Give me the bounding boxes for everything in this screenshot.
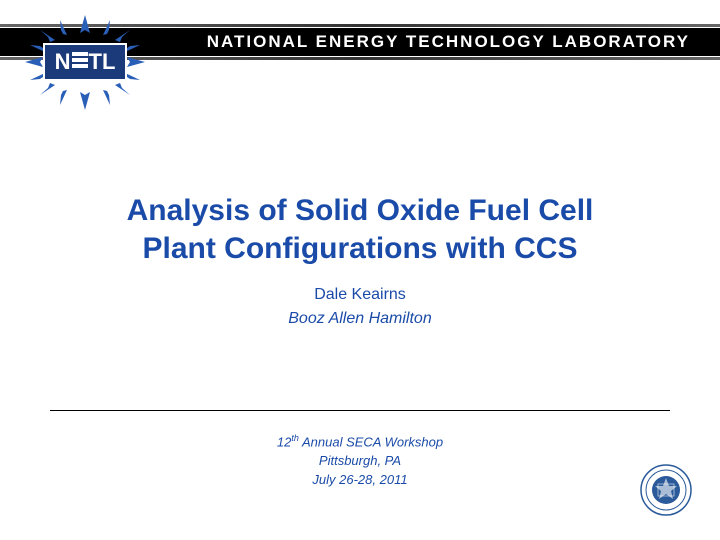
netl-logo-text: N TL xyxy=(55,49,116,75)
netl-tl: TL xyxy=(89,49,116,74)
divider xyxy=(50,410,670,411)
author-organization: Booz Allen Hamilton xyxy=(0,307,720,331)
author-block: Dale Keairns Booz Allen Hamilton xyxy=(0,283,720,331)
netl-logo-box: N TL xyxy=(43,43,127,81)
event-date: July 26-28, 2011 xyxy=(0,471,720,490)
netl-n: N xyxy=(55,49,71,74)
event-ordinal: th xyxy=(291,433,299,443)
netl-e-icon xyxy=(72,51,88,69)
netl-logo: N TL xyxy=(25,15,145,110)
footer-block: 12th Annual SECA Workshop Pittsburgh, PA… xyxy=(0,432,720,490)
event-workshop: Annual SECA Workshop xyxy=(299,434,443,449)
event-number: 12 xyxy=(277,434,291,449)
event-location: Pittsburgh, PA xyxy=(0,452,720,471)
title-line-1: Analysis of Solid Oxide Fuel Cell xyxy=(0,192,720,230)
lab-name: NATIONAL ENERGY TECHNOLOGY LABORATORY xyxy=(207,32,690,52)
event-name: 12th Annual SECA Workshop xyxy=(0,432,720,452)
title-line-2: Plant Configurations with CCS xyxy=(0,230,720,268)
doe-seal-icon xyxy=(640,464,692,516)
author-name: Dale Keairns xyxy=(0,283,720,307)
presentation-title: Analysis of Solid Oxide Fuel Cell Plant … xyxy=(0,192,720,267)
